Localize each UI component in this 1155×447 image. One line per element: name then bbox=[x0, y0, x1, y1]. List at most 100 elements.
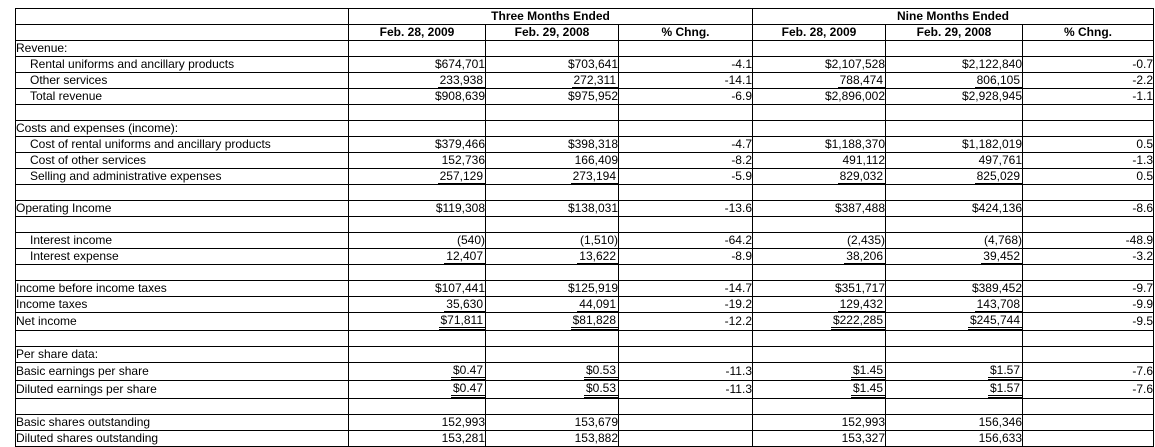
amount-cell: $1.57 bbox=[885, 362, 1023, 381]
cell-value: -48.9 bbox=[1125, 233, 1154, 248]
cell-value: $908,639 bbox=[434, 89, 485, 104]
amount-cell: 143,708 bbox=[885, 296, 1023, 313]
cell-value: -11.3 bbox=[725, 382, 752, 396]
cell-value: -5.9 bbox=[731, 169, 752, 184]
pct-chng-cell bbox=[1021, 330, 1155, 347]
cell-value: 829,032 bbox=[837, 169, 885, 184]
cell-value: 273,194 bbox=[570, 169, 618, 184]
amount-cell bbox=[485, 104, 619, 121]
amount-cell bbox=[485, 184, 619, 201]
amount-cell: 273,194 bbox=[485, 168, 619, 185]
amount-cell bbox=[348, 346, 486, 363]
amount-cell bbox=[752, 398, 886, 415]
amount-cell: 497,761 bbox=[885, 152, 1023, 169]
pct-chng-cell: -12.2 bbox=[618, 312, 753, 331]
spacer-row bbox=[15, 216, 1155, 233]
amount-cell bbox=[485, 40, 619, 57]
pct-chng-cell bbox=[1021, 414, 1155, 431]
row-label: Other services bbox=[15, 72, 349, 89]
amount-cell bbox=[752, 330, 886, 347]
pct-chng-cell: -48.9 bbox=[1021, 232, 1155, 249]
cell-value: 156,633 bbox=[978, 431, 1022, 446]
pct-chng-cell: -19.2 bbox=[618, 296, 753, 313]
cell-value: $1.45 bbox=[850, 364, 885, 380]
amount-cell: $387,488 bbox=[752, 200, 886, 217]
row-label: Diluted shares outstanding bbox=[15, 430, 349, 447]
table-row: Other services 233,938 272,311 -14.1 788,474… bbox=[15, 72, 1155, 89]
pct-chng-cell bbox=[1021, 430, 1155, 447]
amount-cell bbox=[752, 40, 886, 57]
amount-cell: 44,091 bbox=[485, 296, 619, 313]
cell-value: 0.5 bbox=[1136, 137, 1154, 152]
amount-cell: 806,105 bbox=[885, 72, 1023, 89]
cell-value: 153,679 bbox=[574, 415, 618, 430]
cell-value: 35,630 bbox=[444, 297, 485, 312]
amount-cell: 38,206 bbox=[752, 248, 886, 265]
pct-chng-cell: -2.2 bbox=[1021, 72, 1155, 89]
cell-value: (2,435) bbox=[846, 233, 885, 248]
cell-value: $119,308 bbox=[435, 201, 485, 216]
cell-value: $138,031 bbox=[567, 201, 618, 216]
pct-chng-cell: -11.3 bbox=[618, 380, 753, 399]
amount-cell bbox=[485, 346, 619, 363]
cell-value: -3.2 bbox=[1132, 249, 1154, 264]
cell-value: 152,993 bbox=[841, 415, 885, 430]
row-label: Operating Income bbox=[15, 200, 349, 217]
amount-cell bbox=[885, 330, 1023, 347]
pct-chng-cell: -14.7 bbox=[618, 280, 753, 297]
row-label bbox=[15, 264, 349, 281]
table-row: Net income $71,811 $81,828 -12.2 $222,285 $24… bbox=[15, 312, 1155, 331]
cell-value: $1.57 bbox=[987, 382, 1022, 398]
amount-cell: 153,882 bbox=[485, 430, 619, 447]
cell-value: 152,736 bbox=[441, 153, 485, 168]
table-row: Cost of other services 152,736 166,409 -8.2… bbox=[15, 152, 1155, 169]
cell-value: $389,452 bbox=[971, 281, 1022, 296]
amount-cell bbox=[348, 104, 486, 121]
amount-cell: (540) bbox=[348, 232, 486, 249]
cell-value: $0.53 bbox=[583, 382, 618, 398]
cell-value: 166,409 bbox=[574, 153, 618, 168]
amount-cell bbox=[485, 216, 619, 233]
cell-value: $81,828 bbox=[570, 314, 618, 330]
amount-cell: 156,346 bbox=[885, 414, 1023, 431]
cell-value: $71,811 bbox=[438, 314, 485, 330]
pct-chng-cell bbox=[1021, 346, 1155, 363]
cell-value: $398,318 bbox=[567, 137, 618, 152]
amount-cell: 152,736 bbox=[348, 152, 486, 169]
amount-cell: $0.47 bbox=[348, 362, 486, 381]
amount-cell: $245,744 bbox=[885, 312, 1023, 331]
amount-cell: $2,928,945 bbox=[885, 88, 1023, 105]
table-row: Per share data: bbox=[15, 346, 1155, 363]
table-row: Costs and expenses (income): bbox=[15, 120, 1155, 137]
row-label: Basic earnings per share bbox=[15, 362, 349, 381]
amount-cell bbox=[485, 264, 619, 281]
cell-value: $379,466 bbox=[434, 137, 485, 152]
amount-cell bbox=[885, 216, 1023, 233]
group-header-row: Three Months Ended Nine Months Ended bbox=[15, 8, 1155, 25]
cell-value: -14.1 bbox=[724, 73, 752, 88]
row-label: Interest income bbox=[15, 232, 349, 249]
cell-value: $2,122,840 bbox=[961, 57, 1022, 72]
column-header-feb-28-2009-3m: Feb. 28, 2009 bbox=[348, 24, 486, 41]
cell-value: 152,993 bbox=[441, 415, 485, 430]
cell-value: 38,206 bbox=[844, 249, 885, 264]
pct-chng-cell: -8.6 bbox=[1021, 200, 1155, 217]
amount-cell: 35,630 bbox=[348, 296, 486, 313]
table-row: Interest income (540) (1,510) -64.2 (2,435) (… bbox=[15, 232, 1155, 249]
cell-value: -4.7 bbox=[731, 137, 752, 152]
pct-chng-cell: 0.5 bbox=[1021, 136, 1155, 153]
cell-value: -7.6 bbox=[1132, 382, 1154, 396]
amount-cell bbox=[885, 104, 1023, 121]
empty-corner-cell bbox=[15, 24, 349, 41]
amount-cell bbox=[485, 120, 619, 137]
amount-cell: $119,308 bbox=[348, 200, 486, 217]
amount-cell: 13,622 bbox=[485, 248, 619, 265]
pct-chng-cell bbox=[618, 264, 753, 281]
cell-value: 12,407 bbox=[444, 249, 485, 264]
spacer-row bbox=[15, 264, 1155, 281]
amount-cell bbox=[752, 104, 886, 121]
cell-value: -19.2 bbox=[724, 297, 752, 312]
cell-value: $387,488 bbox=[834, 201, 885, 216]
amount-cell: $125,919 bbox=[485, 280, 619, 297]
row-label: Selling and administrative expenses bbox=[15, 168, 349, 185]
